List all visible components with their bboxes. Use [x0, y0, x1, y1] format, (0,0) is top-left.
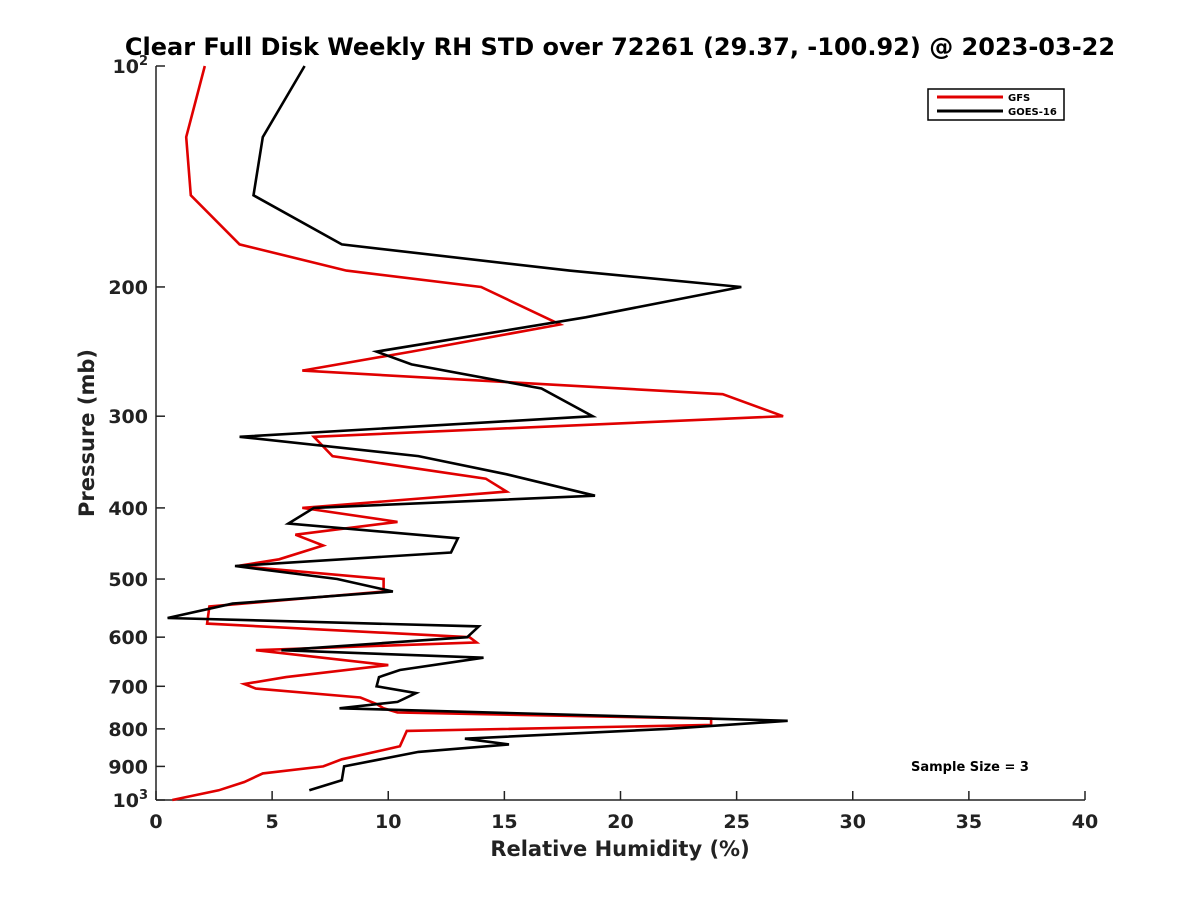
chart-title: Clear Full Disk Weekly RH STD over 72261… [125, 33, 1115, 61]
x-tick-label: 25 [723, 811, 749, 833]
y-tick-label: 400 [108, 498, 148, 520]
x-tick-label: 40 [1072, 811, 1098, 833]
y-tick-label: 900 [108, 756, 148, 778]
y-tick-label: 102 [113, 54, 149, 78]
series-line-gfs [172, 65, 784, 802]
y-axis-label: Pressure (mb) [75, 349, 99, 517]
x-tick-label: 35 [956, 811, 982, 833]
y-tick-labels: 102 200 300 400 500 600 700 800 900 103 [108, 54, 148, 812]
data-series [167, 65, 788, 802]
legend-box [927, 88, 1065, 121]
y-tick-label: 800 [108, 719, 148, 741]
x-tick-label: 15 [491, 811, 517, 833]
legend: GFS GOES-16 [927, 88, 1065, 121]
y-tick-label: 700 [108, 676, 148, 698]
x-axis-label: Relative Humidity (%) [490, 837, 749, 861]
y-tick-label: 600 [108, 627, 148, 649]
sample-size-annotation: Sample Size = 3 [911, 760, 1029, 775]
y-tick-label: 500 [108, 569, 148, 591]
y-tick-label: 200 [108, 277, 148, 299]
x-tick-label: 5 [266, 811, 279, 833]
x-tick-label: 0 [149, 811, 162, 833]
legend-label-gfs: GFS [1008, 93, 1030, 104]
y-tick-label: 103 [113, 788, 149, 812]
x-tick-label: 30 [840, 811, 866, 833]
series-line-goes-16 [167, 65, 788, 792]
legend-label-goes-16: GOES-16 [1008, 107, 1057, 118]
y-tick-label: 300 [108, 406, 148, 428]
tick-marks [155, 65, 1086, 801]
x-tick-label: 10 [375, 811, 401, 833]
x-tick-label: 20 [607, 811, 633, 833]
x-tick-labels: 0 5 10 15 20 25 30 35 40 [149, 811, 1098, 833]
